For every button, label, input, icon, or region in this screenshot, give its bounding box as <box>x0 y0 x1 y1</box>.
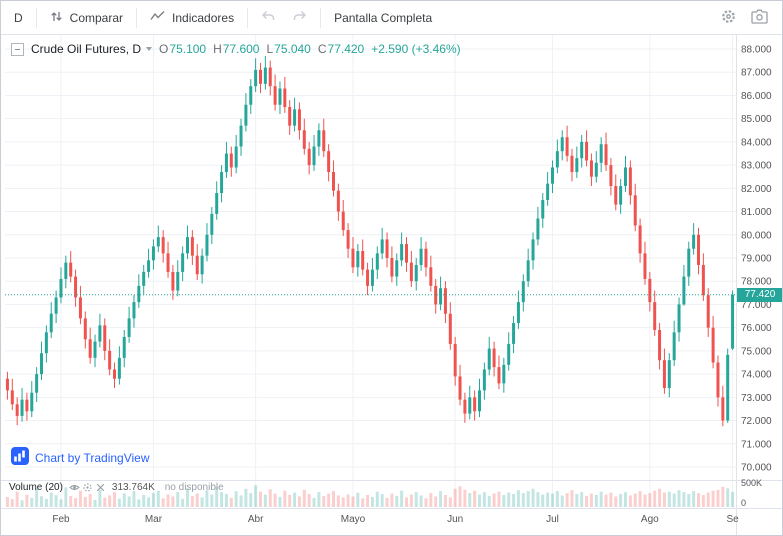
tradingview-attribution-link[interactable]: Chart by TradingView <box>11 447 150 468</box>
grid-lines <box>1 35 782 535</box>
svg-text:88.000: 88.000 <box>741 45 772 56</box>
svg-text:Ago: Ago <box>641 514 659 525</box>
open-field: O 75.100 <box>159 42 206 56</box>
redo-icon <box>293 10 307 25</box>
open-value: 75.100 <box>169 42 207 56</box>
indicators-button[interactable]: Indicadores <box>141 5 243 30</box>
redo-button[interactable] <box>284 5 316 30</box>
settings-button[interactable] <box>716 4 741 32</box>
svg-text:Mayo: Mayo <box>341 514 366 525</box>
tradingview-logo-icon <box>11 447 29 468</box>
volume-legend-buttons <box>69 482 106 493</box>
close-label: C <box>317 42 327 56</box>
svg-text:Jun: Jun <box>447 514 463 525</box>
toolbar-separator <box>136 7 138 28</box>
svg-text:85.000: 85.000 <box>741 114 772 125</box>
attribution-text: Chart by TradingView <box>35 450 150 465</box>
svg-text:86.000: 86.000 <box>741 91 772 102</box>
current-price-label: 77.420 <box>737 288 782 302</box>
svg-text:79.000: 79.000 <box>741 254 772 265</box>
symbol-title[interactable]: Crude Oil Futures, D <box>31 42 142 56</box>
low-field: L 75.040 <box>266 42 310 56</box>
volume-value: 313.764K <box>111 482 155 493</box>
camera-icon <box>751 9 768 27</box>
settings-icon[interactable] <box>82 482 93 493</box>
fullscreen-button[interactable]: Pantalla Completa <box>325 6 441 30</box>
svg-text:84.000: 84.000 <box>741 137 772 148</box>
undo-button[interactable] <box>252 5 284 30</box>
high-field: H 77.600 <box>213 42 259 56</box>
screenshot-button[interactable] <box>747 5 772 31</box>
svg-text:Jul: Jul <box>546 514 559 525</box>
toolbar-separator <box>320 7 322 28</box>
open-label: O <box>159 42 169 56</box>
svg-text:81.000: 81.000 <box>741 207 772 218</box>
compare-button[interactable]: Comparar <box>41 5 132 31</box>
candlestick-series <box>5 55 735 427</box>
high-value: 77.600 <box>222 42 260 56</box>
svg-text:0: 0 <box>741 498 746 508</box>
svg-text:77.000: 77.000 <box>741 300 772 311</box>
close-value: 77.420 <box>327 42 365 56</box>
svg-text:82.000: 82.000 <box>741 184 772 195</box>
price-axis[interactable]: 88.000 87.000 86.000 85.000 84.000 83.000 82.0… <box>741 45 772 509</box>
fullscreen-label: Pantalla Completa <box>334 10 433 25</box>
svg-text:76.000: 76.000 <box>741 323 772 334</box>
volume-study-title[interactable]: Volume (20) <box>9 482 63 493</box>
toolbar-separator <box>247 7 249 28</box>
change-value: +2.590 (+3.46%) <box>371 42 461 56</box>
toolbar-separator <box>35 7 37 28</box>
toolbar-right-group <box>716 4 778 32</box>
svg-text:72.000: 72.000 <box>741 416 772 427</box>
high-label: H <box>213 42 222 56</box>
svg-text:70.000: 70.000 <box>741 463 772 474</box>
svg-text:Mar: Mar <box>145 514 163 525</box>
collapse-legend-icon[interactable] <box>11 42 24 56</box>
svg-text:73.000: 73.000 <box>741 393 772 404</box>
indicators-label: Indicadores <box>172 10 235 25</box>
svg-text:78.000: 78.000 <box>741 277 772 288</box>
top-toolbar: D Comparar Indicadores <box>1 1 782 35</box>
interval-button[interactable]: D <box>5 6 32 30</box>
svg-text:83.000: 83.000 <box>741 161 772 172</box>
undo-icon <box>261 10 275 25</box>
svg-text:Abr: Abr <box>248 514 264 525</box>
volume-series <box>5 485 735 507</box>
svg-text:74.000: 74.000 <box>741 370 772 381</box>
svg-text:500K: 500K <box>741 478 762 488</box>
svg-text:80.000: 80.000 <box>741 230 772 241</box>
chart-legend: Crude Oil Futures, D O 75.100 H 77.600 L 75… <box>11 42 461 56</box>
volume-legend: Volume (20) 313.764K no disponible <box>9 482 224 493</box>
time-axis[interactable]: Feb Mar Abr Mayo Jun Jul Ago Se <box>52 514 739 525</box>
close-field: C 77.420 <box>318 42 364 56</box>
compare-label: Comparar <box>69 10 124 25</box>
interval-label: D <box>14 10 23 25</box>
chevron-down-icon <box>146 47 153 51</box>
close-icon[interactable] <box>95 482 106 493</box>
svg-text:71.000: 71.000 <box>741 439 772 450</box>
svg-text:Feb: Feb <box>52 514 70 525</box>
compare-icon <box>50 10 63 26</box>
svg-text:Se: Se <box>726 514 739 525</box>
volume-note: no disponible <box>164 482 224 493</box>
low-label: L <box>266 42 274 56</box>
visibility-icon[interactable] <box>69 482 80 493</box>
svg-text:87.000: 87.000 <box>741 68 772 79</box>
indicators-icon <box>150 10 165 25</box>
low-value: 75.040 <box>274 42 311 56</box>
svg-text:75.000: 75.000 <box>741 346 772 357</box>
gear-icon <box>720 8 737 28</box>
